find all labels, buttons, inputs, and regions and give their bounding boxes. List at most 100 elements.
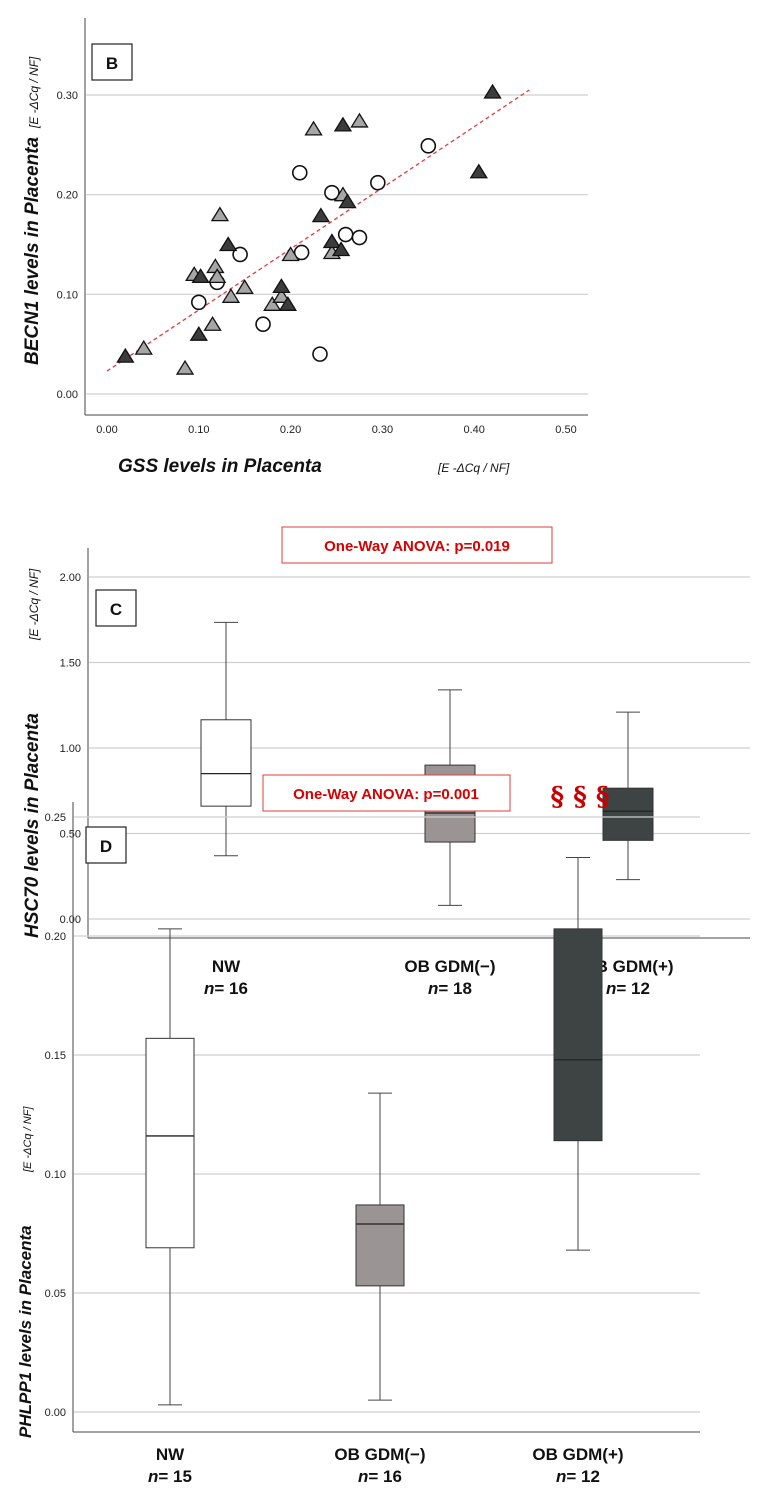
panel-b-point-triangle-light [281,246,300,262]
panel-b-y-axis-title: BECN1 levels in Placenta [22,136,43,365]
panel-c-y-tick-label: 1.50 [60,658,81,670]
panel-c-letter-box [95,589,137,627]
panel-c-n-label: n= 12 [606,979,650,998]
panel-c-y-tick-label: 1.00 [60,743,81,755]
panel-b-point-triangle-dark [333,116,353,132]
panel-b-point-triangle-light [350,112,369,128]
panel-b-point-triangle-dark [191,268,210,284]
panel-d-y-tick-labels: 0.00 0.05 0.10 0.15 0.20 0.25 [45,812,66,1419]
panel-b-point-circle [420,138,437,154]
panel-b-x-tick-label: 0.40 [463,424,484,436]
panel-c-y-tick-label: 0.00 [60,914,81,926]
panel-b-point-triangle-light [206,258,225,274]
panel-d-y-tick-label: 0.15 [45,1050,66,1062]
panel-d-n-label: n= 12 [556,1467,600,1486]
panel-c-n-label: n= 18 [428,979,472,998]
panel-c-n-label: n= 16 [204,979,248,998]
panel-d-category-labels: NW n= 15 OB GDM(−) n= 16 OB GDM(+) n= 12 [148,1445,624,1486]
panel-c-letter: C [110,600,122,619]
panel-d-category-label: NW [156,1445,185,1464]
panel-d-y-tick-label: 0.25 [45,812,66,824]
panel-b-point-triangle-dark [331,241,351,257]
panel-b-y-tick-label: 0.30 [57,90,78,102]
panel-d-anova-text: One-Way ANOVA: p=0.001 [293,786,479,803]
panel-c-anova-box [281,526,553,564]
panel-d: 0.00 0.05 0.10 0.15 0.20 0.25 One-Way ANOVA: … [16,774,700,1486]
panel-c-box [200,719,252,807]
panel-d-y-tick-label: 0.05 [45,1288,66,1300]
panel-b-x-tick-label: 0.20 [280,424,301,436]
panel-b-point-triangle-light [304,120,323,136]
panel-c-category-labels: NW n= 16 OB GDM(−) n= 18 OB GDM(+) n= 12 [204,957,674,998]
panel-b-point-triangle-dark [272,278,291,294]
panel-c-y-tick-label: 0.50 [60,829,81,841]
panel-d-y-tick-label: 0.00 [45,1407,66,1419]
panel-b-x-tick-labels: 0.00 0.10 0.20 0.30 0.40 0.50 [96,424,576,436]
panel-b-point-triangle-light [272,288,291,303]
panel-b-point-triangle-light [221,288,241,303]
panel-b-point-triangle-light [235,279,254,295]
panel-b-y-tick-labels: 0.00 0.10 0.20 0.30 [57,90,78,401]
panel-b-y-tick-label: 0.00 [57,389,78,401]
panel-b-x-axis-unit: [E -ΔCq / NF] [437,461,510,475]
panel-d-anova-box [262,774,511,812]
panel-b-point-triangle-light [207,268,227,284]
panel-b-x-tick-label: 0.30 [372,424,393,436]
panel-b-point-triangle-light [134,339,153,355]
panel-b-y-tick-label: 0.10 [57,289,78,301]
panel-c-category-label: OB GDM(−) [404,957,495,976]
panel-d-box [553,928,603,1142]
panel-b-x-tick-label: 0.10 [188,424,209,436]
panel-c-boxes [200,621,654,906]
panel-c-y-axis-title: HSC70 levels in Placenta [22,713,43,938]
panel-b-point-triangle-light [175,359,195,375]
panel-c-y-tick-label: 2.00 [60,572,81,584]
panel-d-boxes [145,856,603,1406]
panel-b-x-tick-label: 0.50 [555,424,576,436]
panel-b-point-circle [293,244,310,261]
panel-b-point-triangle-dark [322,233,342,249]
panel-b-points [116,83,502,375]
panel-c: 0.00 0.50 1.00 1.50 2.00 One-Way ANOVA: p=0.… [22,526,750,998]
panel-b-point-triangle-dark [219,236,238,252]
panel-b-point-circle [324,184,340,201]
panel-b-y-axis-unit: [E -ΔCq / NF] [27,56,41,129]
panel-b-point-circle [351,229,368,246]
panel-c-y-tick-labels: 0.00 0.50 1.00 1.50 2.00 [60,572,81,926]
panel-c-y-axis-unit: [E -ΔCq / NF] [27,568,41,641]
panel-b-point-triangle-dark [116,347,135,363]
panel-b-letter: B [106,54,118,73]
panel-b-point-circle [291,164,308,181]
panel-d-y-axis-unit: [E -ΔCq / NF] [22,1106,34,1173]
panel-c-gridlines [89,576,750,920]
panel-d-letter-box [85,826,127,864]
panel-b-letter-box [91,43,133,81]
panel-b-point-circle [191,294,207,311]
panel-d-y-tick-label: 0.20 [45,931,66,943]
panel-b: 0.00 0.10 0.20 0.30 0.00 0.10 0.20 0.30 0.40 0.5… [22,18,588,477]
panel-b-point-triangle-dark [278,296,298,311]
panel-c-anova-text: One-Way ANOVA: p=0.019 [324,538,510,555]
panel-c-category-label: NW [212,957,241,976]
panel-d-category-label: OB GDM(−) [334,1445,425,1464]
panel-d-n-label: n= 16 [358,1467,402,1486]
panel-d-category-label: OB GDM(+) [532,1445,623,1464]
panel-b-point-triangle-light [203,315,222,331]
panel-b-point-circle [312,346,328,362]
panel-d-box [145,1037,195,1249]
panel-d-box [355,1204,405,1287]
panel-d-n-label: n= 15 [148,1467,192,1486]
panel-b-trendline [106,89,530,372]
panel-b-point-triangle-light [210,206,230,222]
panel-b-y-tick-label: 0.20 [57,190,78,202]
panel-d-y-axis-title: PHLPP1 levels in Placenta [16,1225,35,1438]
panel-b-point-triangle-dark [189,325,208,341]
panel-d-significance-marks: § § § [551,782,610,812]
panel-b-point-triangle-light [263,296,282,311]
panel-c-category-label: OB GDM(+) [582,957,673,976]
panel-b-point-circle [370,174,386,191]
panel-b-point-triangle-dark [483,83,502,99]
panel-b-point-circle [337,226,354,243]
panel-b-point-circle [255,316,271,333]
